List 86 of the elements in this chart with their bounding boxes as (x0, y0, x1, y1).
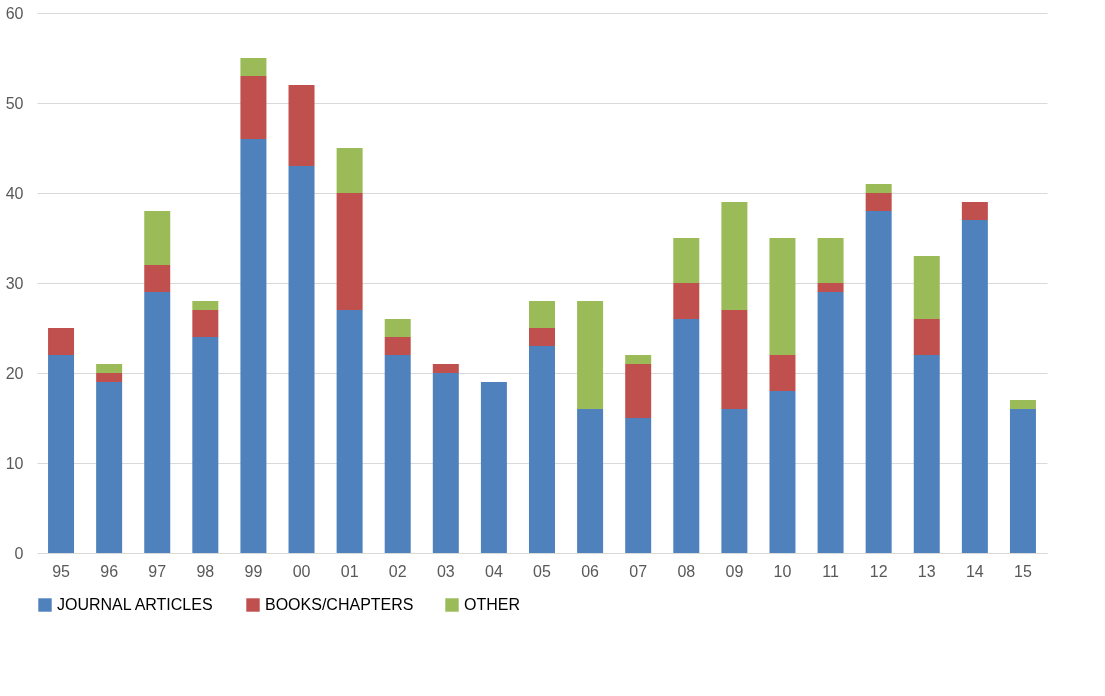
x-tick-label: 15 (1014, 562, 1032, 580)
bar (96, 364, 123, 373)
x-tick-label: 04 (485, 562, 503, 580)
bar (48, 328, 75, 355)
bar (384, 337, 411, 355)
bar (721, 202, 748, 310)
legend-label: BOOKS/CHAPTERS (265, 596, 414, 613)
bar (192, 310, 219, 337)
x-tick-label: 99 (244, 562, 263, 580)
bar (625, 418, 652, 553)
y-tick-label: 60 (5, 4, 24, 22)
bar (961, 202, 988, 220)
x-tick-label: 03 (436, 562, 455, 580)
x-tick-label: 97 (148, 562, 167, 580)
bar (625, 355, 652, 364)
bar (144, 211, 171, 265)
bar (96, 382, 123, 553)
bar (577, 409, 604, 553)
bar (288, 166, 315, 553)
y-tick-label: 30 (5, 274, 24, 292)
bar (432, 373, 459, 553)
y-tick-label: 40 (5, 184, 24, 202)
x-tick-label: 13 (917, 562, 936, 580)
x-tick-label: 98 (196, 562, 215, 580)
y-tick-label: 10 (5, 454, 24, 472)
bar (336, 148, 363, 193)
bar (577, 301, 604, 409)
y-tick-label: 0 (14, 544, 24, 562)
x-tick-label: 07 (629, 562, 648, 580)
bar (192, 337, 219, 553)
bar (144, 292, 171, 553)
bar (673, 319, 700, 553)
x-tick-label: 10 (773, 562, 792, 580)
bar (1009, 409, 1036, 553)
x-tick-label: 11 (822, 562, 839, 580)
bar (529, 301, 555, 328)
legend-label: OTHER (464, 596, 520, 613)
bar (625, 364, 652, 418)
bar (817, 283, 844, 292)
bar (673, 283, 700, 319)
legend-label: JOURNAL ARTICLES (57, 596, 213, 613)
x-tick-label: 96 (100, 562, 119, 580)
bar (865, 211, 892, 553)
y-tick-label: 20 (5, 364, 24, 382)
bar (769, 355, 796, 391)
bar (721, 310, 748, 409)
bar (96, 373, 123, 382)
bar (913, 355, 940, 553)
x-tick-label: 02 (388, 562, 407, 580)
bar (336, 193, 363, 310)
bar (961, 220, 988, 553)
x-tick-label: 95 (52, 562, 71, 580)
bar (913, 256, 940, 319)
x-tick-label: 05 (533, 562, 551, 580)
bar (48, 355, 75, 553)
bar (384, 319, 411, 337)
x-tick-label: 00 (292, 562, 311, 580)
bar (721, 409, 748, 553)
bar (769, 238, 796, 355)
bar (1009, 400, 1036, 409)
bar (384, 355, 411, 553)
bar (240, 76, 267, 139)
x-tick-label: 12 (869, 562, 888, 580)
bar (529, 346, 555, 553)
bar (817, 292, 844, 553)
bar (480, 382, 507, 553)
bar (336, 310, 363, 553)
bar (913, 319, 940, 355)
bar (673, 238, 700, 283)
bar (865, 193, 892, 211)
y-tick-label: 50 (5, 94, 24, 112)
x-tick-label: 08 (677, 562, 696, 580)
bar (865, 184, 892, 193)
x-tick-label: 14 (965, 562, 984, 580)
x-tick-label: 01 (340, 562, 359, 580)
bar (769, 391, 796, 553)
bar (288, 85, 315, 166)
bar (240, 139, 267, 553)
x-tick-label: 06 (581, 562, 600, 580)
bar (240, 58, 267, 76)
bar (192, 301, 219, 310)
bar (432, 364, 459, 373)
x-tick-label: 09 (725, 562, 744, 580)
bar (817, 238, 844, 283)
bar (529, 328, 555, 346)
bar (144, 265, 171, 292)
